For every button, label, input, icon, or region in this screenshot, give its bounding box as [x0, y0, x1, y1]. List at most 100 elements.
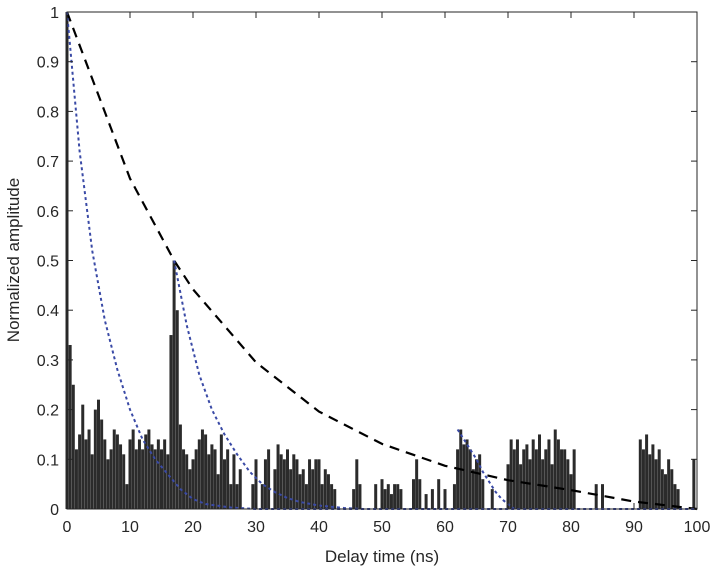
- bar: [569, 474, 573, 509]
- bar: [317, 459, 321, 509]
- bar: [93, 409, 97, 509]
- bar: [163, 439, 167, 509]
- bar: [515, 439, 519, 509]
- y-tick-labels: 0 0.1 0.2 0.3 0.4 0.5 0.6 0.7 0.8 0.9 1: [37, 5, 59, 519]
- bar: [443, 489, 447, 509]
- bar: [415, 459, 419, 509]
- bar: [534, 449, 538, 509]
- bar: [550, 464, 554, 509]
- bar: [641, 449, 645, 509]
- fit-curves: [65, 11, 698, 511]
- bar: [172, 260, 176, 509]
- bar: [547, 439, 551, 509]
- bar: [178, 424, 182, 509]
- y-tick-label: 0.8: [37, 104, 59, 121]
- bar: [119, 444, 123, 509]
- x-tick-label: 10: [121, 519, 139, 536]
- bar: [286, 449, 289, 509]
- bar: [68, 344, 72, 509]
- x-tick-label: 30: [247, 519, 265, 536]
- dashed-fit-curve: [65, 11, 698, 511]
- x-tick-label: 60: [436, 519, 454, 536]
- bar: [657, 449, 661, 509]
- bar: [572, 449, 576, 509]
- bar: [314, 459, 318, 509]
- bar: [383, 489, 387, 509]
- bar: [223, 459, 226, 509]
- bar: [374, 484, 378, 509]
- bar: [670, 469, 674, 509]
- bar: [544, 449, 548, 509]
- x-tick-label: 40: [310, 519, 328, 536]
- bar: [298, 474, 302, 509]
- bar: [437, 479, 441, 509]
- bar: [651, 444, 655, 509]
- bar: [386, 484, 390, 509]
- bar: [219, 434, 223, 509]
- bar: [232, 454, 236, 509]
- bar: [229, 484, 233, 509]
- bar: [664, 474, 667, 509]
- bar: [304, 484, 308, 509]
- bar: [197, 439, 201, 509]
- bar: [194, 449, 198, 509]
- bar: [235, 484, 239, 509]
- bar: [150, 444, 154, 509]
- bar: [115, 434, 119, 509]
- bar: [276, 444, 280, 509]
- y-tick-label: 0.2: [37, 403, 59, 420]
- bar: [330, 484, 334, 509]
- bar: [352, 489, 356, 509]
- bar: [282, 459, 286, 509]
- bar: [289, 469, 293, 509]
- bar: [667, 459, 671, 509]
- bar: [355, 459, 359, 509]
- bar: [166, 454, 170, 509]
- y-tick-label: 0.7: [37, 154, 59, 171]
- bar: [78, 434, 82, 509]
- bar: [563, 449, 567, 509]
- bar: [200, 429, 204, 509]
- bar: [676, 489, 680, 509]
- bar: [418, 479, 422, 509]
- bar: [106, 459, 110, 509]
- bar: [333, 489, 337, 509]
- bar: [538, 434, 541, 509]
- y-tick-label: 0.4: [37, 303, 59, 320]
- bar: [100, 419, 104, 509]
- bar: [519, 464, 523, 509]
- bar: [430, 489, 434, 509]
- bar: [147, 429, 151, 509]
- bar: [465, 439, 469, 509]
- bar: [475, 459, 478, 509]
- bar: [144, 434, 148, 509]
- bar: [238, 469, 242, 509]
- bar: [531, 439, 535, 509]
- bar: [84, 439, 88, 509]
- bar: [452, 484, 456, 509]
- bar: [188, 469, 192, 509]
- bar: [326, 474, 330, 509]
- bar: [358, 484, 362, 509]
- x-tick-label: 70: [499, 519, 517, 536]
- axis-ticks: [66, 11, 698, 510]
- y-tick-label: 0.1: [37, 452, 59, 469]
- x-tick-label: 20: [184, 519, 202, 536]
- bar: [251, 484, 255, 509]
- bar: [182, 449, 186, 509]
- bar: [213, 449, 217, 509]
- bar: [185, 454, 189, 509]
- bar: [560, 449, 564, 509]
- plot-background: [67, 12, 697, 509]
- bar: [601, 484, 604, 509]
- bar: [156, 439, 160, 509]
- y-tick-label: 0.9: [37, 55, 59, 72]
- bar: [660, 469, 664, 509]
- bar: [648, 454, 652, 509]
- bar: [169, 335, 173, 509]
- bar: [204, 434, 208, 509]
- bar: [292, 454, 296, 509]
- bar: [122, 454, 126, 509]
- bar: [125, 484, 129, 509]
- bar: [134, 449, 138, 509]
